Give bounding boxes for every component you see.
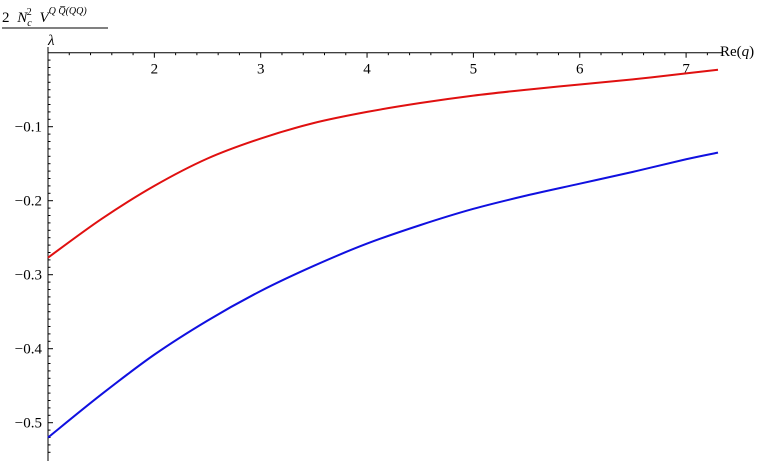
y-label-numerator: 2 Nc2 VQ Q̅(QQ) (2, 3, 87, 29)
series-line-1 (47, 68, 719, 259)
y-tick-label: −0.5 (15, 416, 42, 432)
y-label-n: N (16, 10, 28, 26)
x-tick-label: 6 (576, 62, 584, 78)
x-label-suffix: ) (749, 44, 754, 60)
axes: 2 3 4 5 6 7 −0.1 −0.2 −0.3 −0.4 −0.5 (15, 47, 723, 461)
y-tick-label: −0.1 (15, 120, 42, 136)
y-tick-label: −0.3 (15, 268, 42, 284)
x-ticks: 2 3 4 5 6 7 (68, 52, 708, 78)
y-tick-label: −0.2 (15, 194, 42, 210)
x-label-var: q (742, 44, 750, 60)
series-line-2 (47, 151, 719, 439)
x-axis-label: Re(q) (720, 44, 754, 60)
y-label-denominator: λ (47, 33, 55, 49)
y-label-n-sup: 2 (27, 7, 32, 18)
y-axis-label: 2 Nc2 VQ Q̅(QQ) λ (2, 3, 108, 49)
y-label-v-sup: Q Q̅(QQ) (49, 6, 88, 17)
series-group (47, 68, 719, 439)
x-tick-label: 3 (257, 62, 265, 78)
y-tick-label: −0.4 (15, 342, 43, 358)
x-tick-label: 4 (363, 62, 371, 78)
y-label-coef: 2 (2, 10, 10, 26)
x-tick-label: 7 (682, 62, 690, 78)
x-label-prefix: Re( (720, 44, 742, 60)
x-tick-label: 5 (470, 62, 478, 78)
x-tick-label: 2 (151, 62, 159, 78)
y-label-n-sub: c (27, 18, 32, 29)
y-ticks: −0.1 −0.2 −0.3 −0.4 −0.5 (15, 59, 53, 453)
y-label-v: V (39, 10, 50, 26)
